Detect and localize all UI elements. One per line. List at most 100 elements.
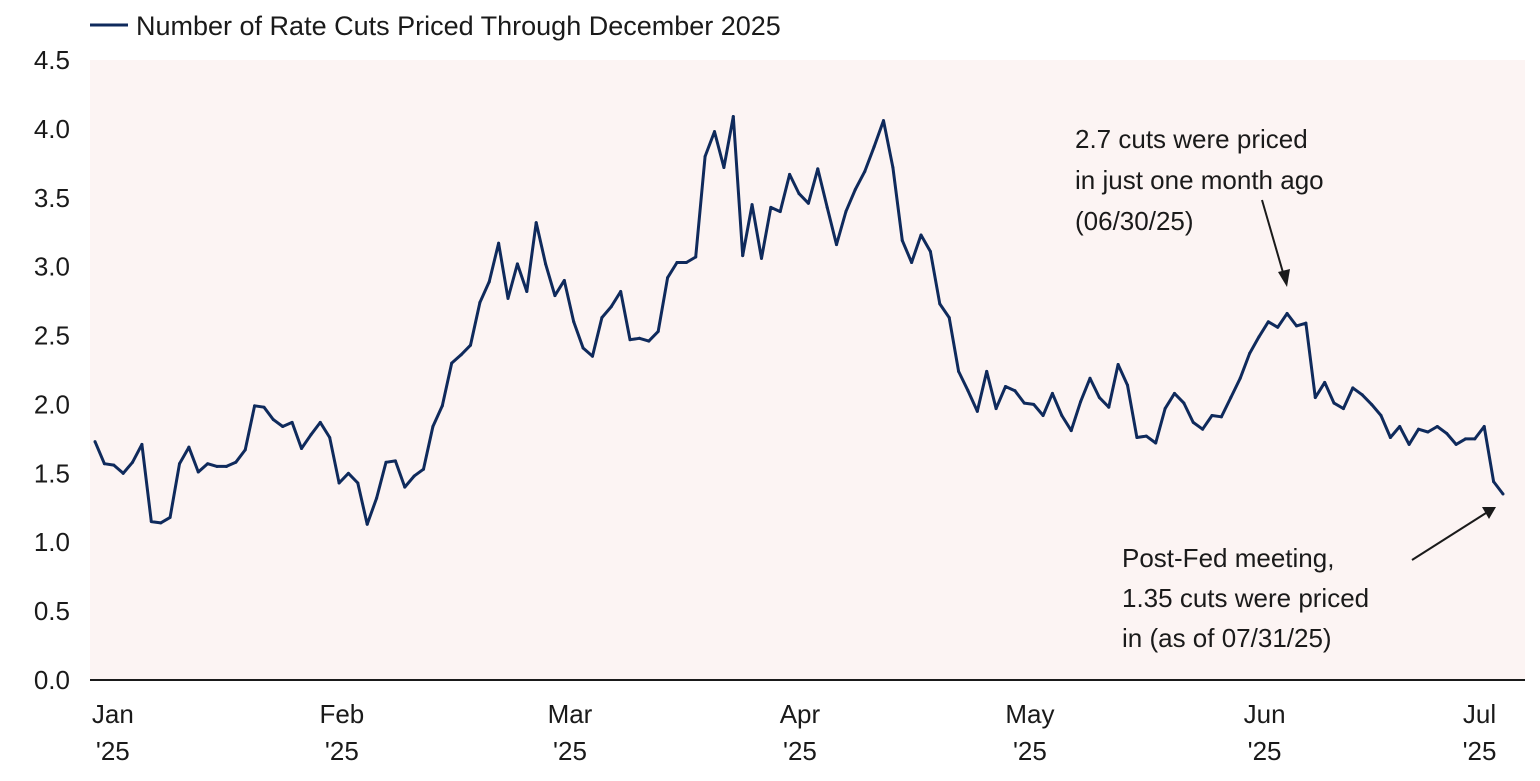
data-point (440, 404, 444, 408)
data-point (863, 170, 867, 174)
data-point (975, 409, 979, 413)
annotation-july-arrowhead (1482, 507, 1496, 519)
x-tick-label: Jan (92, 699, 134, 729)
x-tick-year: '25 (1248, 736, 1282, 766)
data-point (1351, 386, 1355, 390)
data-point (1323, 380, 1327, 384)
data-point (1370, 402, 1374, 406)
data-point (957, 369, 961, 373)
annotation-july-line-2: 1.35 cuts were priced (1122, 583, 1369, 613)
data-point (1266, 320, 1270, 324)
data-point (1388, 436, 1392, 440)
data-point (1182, 401, 1186, 405)
data-point (985, 369, 989, 373)
annotation-july-arrow (1411, 512, 1487, 561)
data-point (1022, 401, 1026, 405)
data-point (196, 470, 200, 474)
x-tick-year: '25 (325, 736, 359, 766)
data-point (1341, 407, 1345, 411)
data-point (140, 442, 144, 446)
data-point (544, 262, 548, 266)
y-tick-label: 3.0 (34, 252, 70, 282)
data-point (778, 210, 782, 214)
data-point (102, 462, 106, 466)
data-point (722, 165, 726, 169)
data-point (159, 521, 163, 525)
data-point (1126, 383, 1130, 387)
y-tick-label: 2.0 (34, 389, 70, 419)
data-point (806, 201, 810, 205)
data-point (609, 305, 613, 309)
data-point (835, 243, 839, 247)
data-point (300, 447, 304, 451)
data-point (1473, 437, 1477, 441)
data-point (1210, 413, 1214, 417)
data-point (1144, 434, 1148, 438)
data-point (1004, 385, 1008, 389)
data-point (994, 407, 998, 411)
data-point (375, 496, 379, 500)
data-point (309, 433, 313, 437)
data-point (1079, 400, 1083, 404)
data-point (1163, 407, 1167, 411)
data-point (590, 354, 594, 358)
data-point (478, 300, 482, 304)
annotation-june-line-2: in just one month ago (1075, 165, 1324, 195)
data-point (1417, 427, 1421, 431)
annotation-june-line-3: (06/30/25) (1075, 206, 1194, 236)
data-point (422, 467, 426, 471)
data-point (1501, 492, 1505, 496)
data-point (1229, 396, 1233, 400)
data-point (1285, 312, 1289, 316)
data-point (769, 205, 773, 209)
y-tick-label: 4.0 (34, 114, 70, 144)
data-point (1154, 441, 1158, 445)
data-point (853, 188, 857, 192)
data-point (656, 329, 660, 333)
data-point (384, 460, 388, 464)
y-tick-label: 4.5 (34, 45, 70, 75)
data-point (206, 462, 210, 466)
y-axis-ticks: 0.0 0.5 1.0 1.5 2.0 2.5 3.0 3.5 4.0 4.5 (34, 45, 70, 695)
data-point (1041, 413, 1045, 417)
legend: Number of Rate Cuts Priced Through Decem… (90, 11, 781, 41)
data-point (600, 316, 604, 320)
data-point (1032, 402, 1036, 406)
data-point (149, 520, 153, 524)
data-point (468, 343, 472, 347)
data-point (1435, 424, 1439, 428)
y-tick-label: 1.0 (34, 527, 70, 557)
data-point (1248, 351, 1252, 355)
data-point (112, 463, 116, 467)
data-point (497, 241, 501, 245)
data-point (1313, 396, 1317, 400)
data-point (1013, 389, 1017, 393)
data-point (1426, 430, 1430, 434)
annotation-june: 2.7 cuts were priced in just one month a… (1075, 124, 1324, 287)
annotation-june-arrow (1261, 199, 1285, 277)
data-point (346, 471, 350, 475)
data-point (121, 471, 125, 475)
data-point (713, 130, 717, 134)
data-point (1257, 335, 1261, 339)
data-point (703, 154, 707, 158)
data-point (581, 346, 585, 350)
data-point (891, 165, 895, 169)
x-tick-label: Mar (548, 699, 593, 729)
annotation-june-line-1: 2.7 cuts were priced (1075, 124, 1308, 154)
x-tick-label: Apr (780, 699, 821, 729)
x-tick-year: '25 (553, 736, 587, 766)
x-tick-label: Jul (1463, 699, 1496, 729)
data-point (1379, 413, 1383, 417)
data-point (412, 474, 416, 478)
data-point (1463, 437, 1467, 441)
data-point (177, 462, 181, 466)
data-point (337, 481, 341, 485)
data-point (572, 320, 576, 324)
data-point (1304, 321, 1308, 325)
data-point (1454, 442, 1458, 446)
data-point (1398, 424, 1402, 428)
data-point (1294, 324, 1298, 328)
data-point (666, 276, 670, 280)
data-point (1360, 393, 1364, 397)
